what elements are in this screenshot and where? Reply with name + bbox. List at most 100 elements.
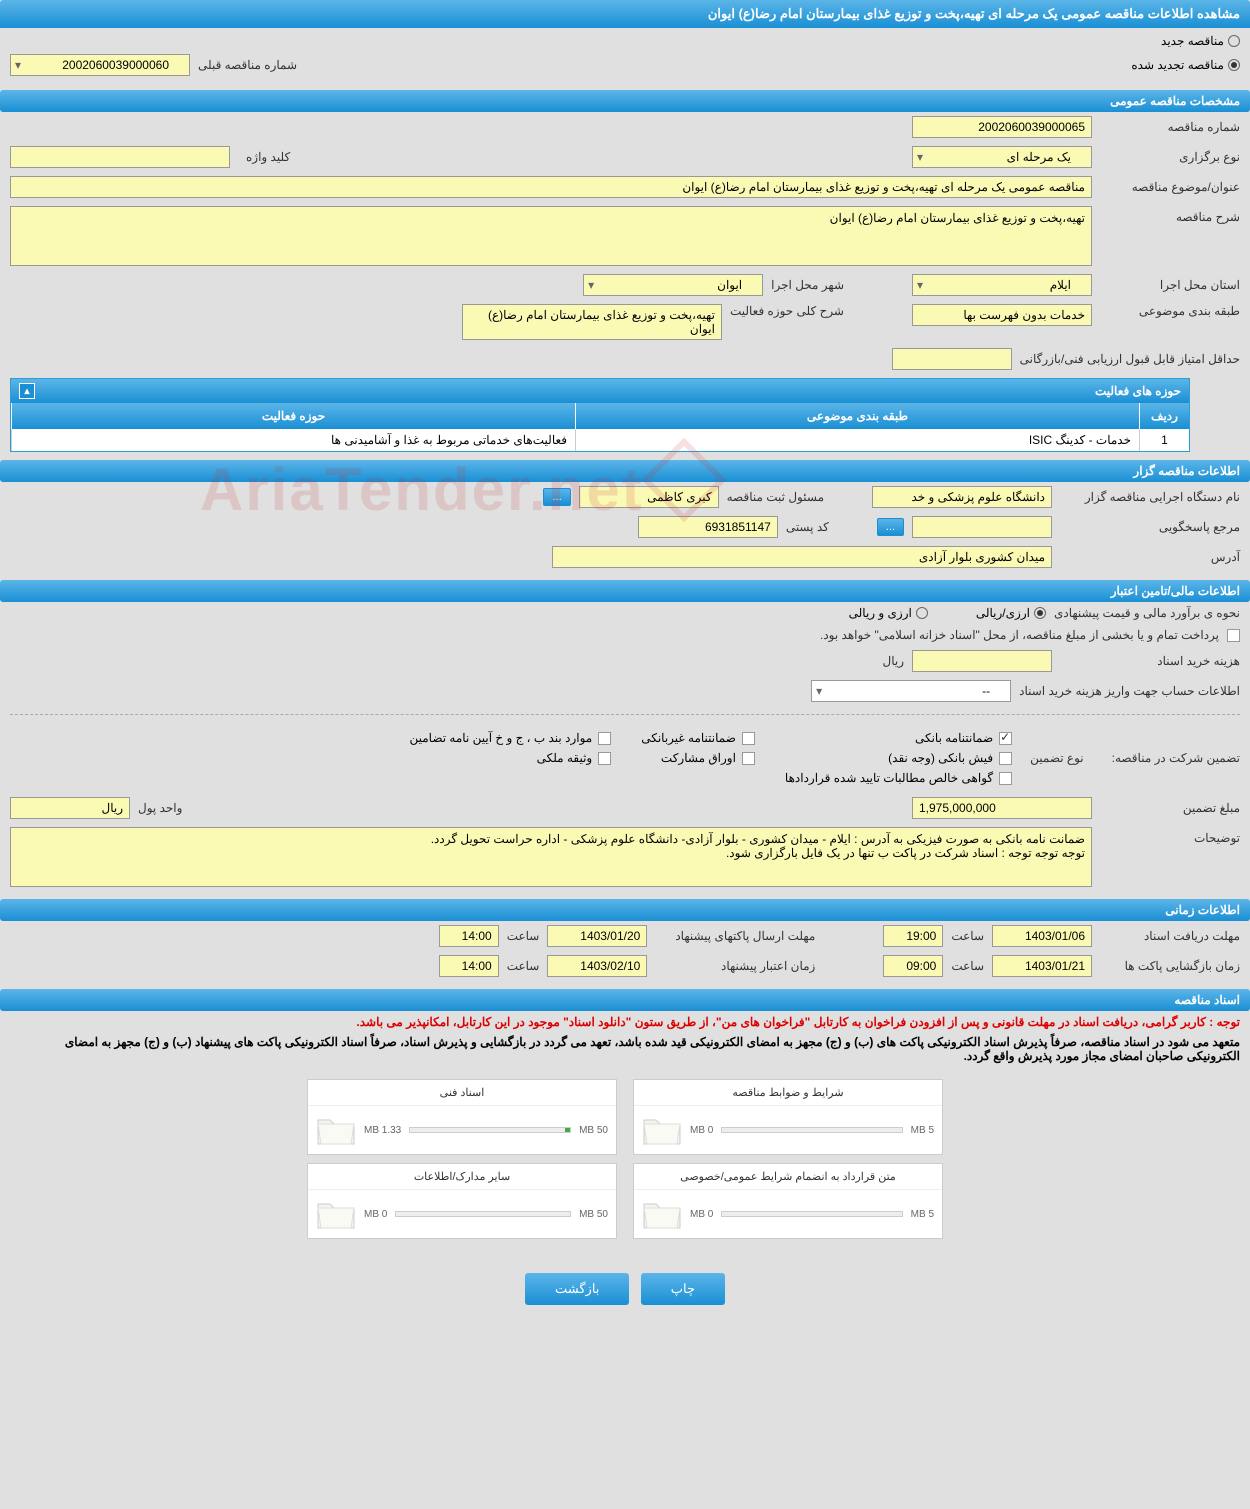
postal-field: 6931851147	[638, 516, 778, 538]
type-select[interactable]: یک مرحله ای	[912, 146, 1092, 168]
contact-more-button[interactable]: ...	[877, 518, 904, 536]
folder-icon	[642, 1196, 682, 1232]
file-title: اسناد فنی	[308, 1080, 616, 1106]
checkbox-securities[interactable]: اوراق مشارکت	[641, 751, 755, 765]
file-box[interactable]: اسناد فنی 50 MB 1.33 MB	[307, 1079, 617, 1155]
checkbox-nonbank[interactable]: ضمانتنامه غیربانکی	[641, 731, 755, 745]
file-title: متن قرارداد به انضمام شرایط عمومی/خصوصی	[634, 1164, 942, 1190]
checkbox-deed[interactable]: وثیقه ملکی	[410, 751, 612, 765]
file-title: شرایط و ضوابط مناقصه	[634, 1080, 942, 1106]
radio-new-tender[interactable]: مناقصه جدید	[1161, 34, 1240, 48]
table-row: 1 خدمات - کدینگ ISIC فعالیت‌های خدماتی م…	[11, 429, 1189, 451]
opening-label: زمان بازگشایی پاکت ها	[1100, 959, 1240, 973]
folder-icon	[316, 1196, 356, 1232]
file-title: سایر مدارک/اطلاعات	[308, 1164, 616, 1190]
submit-deadline-date: 1403/01/20	[547, 925, 647, 947]
unit-field: ریال	[10, 797, 130, 819]
min-score-label: حداقل امتیاز قابل قبول ارزیابی فنی/بازرگ…	[1020, 352, 1240, 366]
section-financial: اطلاعات مالی/تامین اعتبار	[0, 580, 1250, 602]
collapse-icon[interactable]: ▴	[19, 383, 35, 399]
folder-icon	[642, 1112, 682, 1148]
submit-deadline-label: مهلت ارسال پاکتهای پیشنهاد	[655, 929, 815, 943]
guarantee-type-label: نوع تضمین	[1030, 751, 1083, 765]
col-activity: حوزه فعالیت	[11, 403, 575, 429]
receive-deadline-time: 19:00	[883, 925, 943, 947]
section-general: مشخصات مناقصه عمومی	[0, 90, 1250, 112]
receive-deadline-date: 1403/01/06	[992, 925, 1092, 947]
type-label: نوع برگزاری	[1100, 150, 1240, 164]
responsible-label: مسئول ثبت مناقصه	[727, 490, 824, 504]
treasury-checkbox[interactable]	[1227, 629, 1240, 642]
province-select[interactable]: ایلام	[912, 274, 1092, 296]
file-box[interactable]: شرایط و ضوابط مناقصه 5 MB 0 MB	[633, 1079, 943, 1155]
tender-status-row: مناقصه جدید	[0, 28, 1250, 54]
checkbox-bank[interactable]: ضمانتنامه بانکی	[785, 731, 1012, 745]
checkbox-bonds[interactable]: موارد بند ب ، ج و خ آیین نامه تضامین	[410, 731, 612, 745]
doc-fee-label: هزینه خرید اسناد	[1060, 654, 1240, 668]
address-field: میدان کشوری بلوار آزادی	[552, 546, 1052, 568]
classification-label: طبقه بندی موضوعی	[1100, 304, 1240, 318]
subject-field: مناقصه عمومی یک مرحله ای تهیه،پخت و توزی…	[10, 176, 1092, 198]
classification-field: خدمات بدون فهرست بها	[912, 304, 1092, 326]
activity-table: حوزه های فعالیت ▴ ردیف طبقه بندی موضوعی …	[10, 378, 1190, 452]
validity-time-label: ساعت	[507, 959, 540, 973]
validity-label: زمان اعتبار پیشنهاد	[655, 959, 815, 973]
desc-label: شرح مناقصه	[1100, 206, 1240, 224]
account-label: اطلاعات حساب جهت واریز هزینه خرید اسناد	[1019, 684, 1240, 698]
section-documents: اسناد مناقصه	[0, 989, 1250, 1011]
opening-time-label: ساعت	[951, 959, 984, 973]
more-button[interactable]: ...	[543, 488, 570, 506]
opening-date: 1403/01/21	[992, 955, 1092, 977]
keyword-label: کلید واژه	[246, 150, 290, 164]
radio-dot-renewed	[1228, 59, 1240, 71]
org-label: نام دستگاه اجرایی مناقصه گزار	[1060, 490, 1240, 504]
min-score-field[interactable]	[892, 348, 1012, 370]
unit-label: واحد پول	[138, 801, 182, 815]
responsible-field: کبری کاظمی	[579, 486, 719, 508]
amount-label: مبلغ تضمین	[1100, 801, 1240, 815]
radio-renewed-label: مناقصه تجدید شده	[1131, 58, 1224, 72]
print-button[interactable]: چاپ	[641, 1273, 725, 1305]
opening-time: 09:00	[883, 955, 943, 977]
doc-fee-unit: ریال	[882, 654, 904, 668]
radio-renewed-tender[interactable]: مناقصه تجدید شده	[1131, 58, 1240, 72]
subject-label: عنوان/موضوع مناقصه	[1100, 180, 1240, 194]
submit-deadline-time: 14:00	[439, 925, 499, 947]
file-box[interactable]: سایر مدارک/اطلاعات 50 MB 0 MB	[307, 1163, 617, 1239]
col-class: طبقه بندی موضوعی	[575, 403, 1139, 429]
receive-time-label: ساعت	[951, 929, 984, 943]
doc-fee-field[interactable]	[912, 650, 1052, 672]
city-select[interactable]: ایوان	[583, 274, 763, 296]
city-label: شهر محل اجرا	[771, 278, 844, 292]
validity-date: 1403/02/10	[547, 955, 647, 977]
progress-bar	[409, 1127, 571, 1133]
desc-field[interactable]: تهیه،پخت و توزیع غذای بیمارستان امام رضا…	[10, 206, 1092, 266]
back-button[interactable]: بازگشت	[525, 1273, 629, 1305]
page-title: مشاهده اطلاعات مناقصه عمومی یک مرحله ای …	[708, 6, 1240, 21]
radio-new-label: مناقصه جدید	[1161, 34, 1224, 48]
amount-field: 1,975,000,000	[912, 797, 1092, 819]
file-box[interactable]: متن قرارداد به انضمام شرایط عمومی/خصوصی …	[633, 1163, 943, 1239]
number-label: شماره مناقصه	[1100, 120, 1240, 134]
checkbox-cert[interactable]: گواهی خالص مطالبات تایید شده قراردادها	[785, 771, 1012, 785]
notice-red: توجه : کاربر گرامی، دریافت اسناد در مهلت…	[0, 1011, 1250, 1033]
notes-label: توضیحات	[1100, 827, 1240, 845]
contact-field[interactable]	[912, 516, 1052, 538]
org-field: دانشگاه علوم پزشکی و خد	[872, 486, 1052, 508]
section-timing: اطلاعات زمانی	[0, 899, 1250, 921]
footer-buttons: چاپ بازگشت	[0, 1253, 1250, 1325]
notice-black: متعهد می شود در اسناد مناقصه، صرفاً پذیر…	[0, 1033, 1250, 1065]
keyword-field[interactable]	[10, 146, 230, 168]
account-select[interactable]: --	[811, 680, 1011, 702]
radio-both[interactable]: ارزی و ریالی	[849, 606, 928, 620]
address-label: آدرس	[1060, 550, 1240, 564]
progress-bar	[721, 1211, 902, 1217]
receive-deadline-label: مهلت دریافت اسناد	[1100, 929, 1240, 943]
checkbox-cash[interactable]: فیش بانکی (وجه نقد)	[785, 751, 1012, 765]
notes-field[interactable]: ضمانت نامه بانکی به صورت فیزیکی به آدرس …	[10, 827, 1092, 887]
prev-number-select[interactable]: 2002060039000060	[10, 54, 190, 76]
radio-rial[interactable]: ارزی/ریالی	[976, 606, 1046, 620]
activity-table-title: حوزه های فعالیت	[1095, 384, 1181, 398]
activity-desc-field: تهیه،پخت و توزیع غذای بیمارستان امام رضا…	[462, 304, 722, 340]
prev-number-label: شماره مناقصه قبلی	[198, 58, 297, 72]
